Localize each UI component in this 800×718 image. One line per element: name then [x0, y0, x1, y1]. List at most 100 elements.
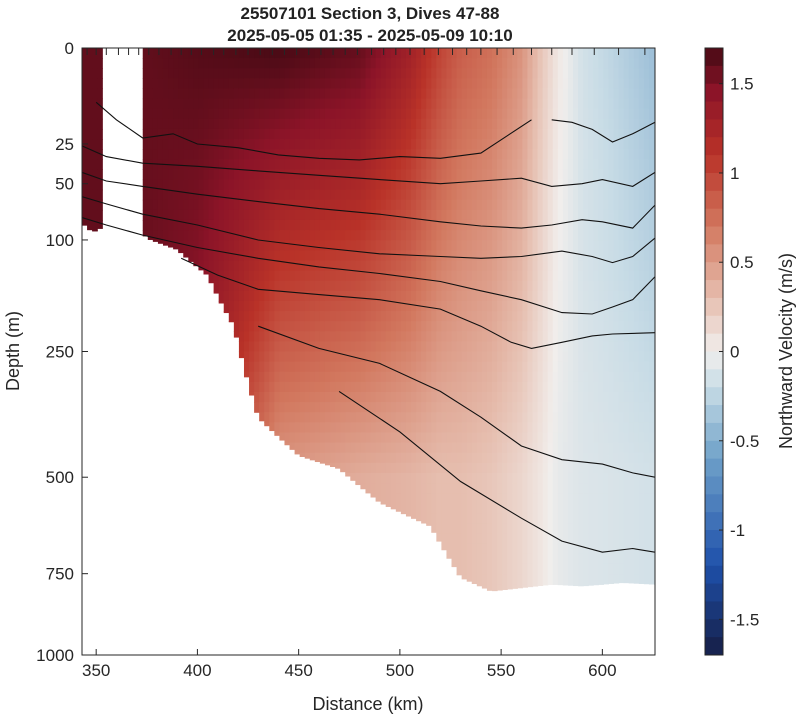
- velocity-cell: [264, 128, 270, 140]
- velocity-cell: [335, 321, 341, 332]
- velocity-cell: [456, 422, 463, 434]
- velocity-cell: [633, 88, 640, 100]
- velocity-cell: [385, 98, 392, 110]
- velocity-cell: [198, 159, 205, 170]
- velocity-cell: [416, 483, 422, 494]
- velocity-cell: [319, 300, 326, 312]
- velocity-cell: [431, 442, 437, 454]
- velocity-cell: [492, 230, 498, 241]
- velocity-cell: [254, 128, 260, 140]
- velocity-cell: [188, 108, 194, 120]
- velocity-cell: [335, 361, 341, 373]
- velocity-cell: [411, 321, 417, 332]
- velocity-cell: [319, 452, 326, 464]
- velocity-cell: [400, 300, 407, 312]
- velocity-cell: [593, 462, 599, 474]
- velocity-cell: [628, 331, 635, 342]
- velocity-cell: [542, 381, 549, 393]
- velocity-cell: [82, 108, 88, 120]
- velocity-cell: [365, 159, 372, 170]
- velocity-cell: [517, 371, 523, 383]
- velocity-cell: [573, 483, 579, 494]
- velocity-cell: [608, 472, 615, 484]
- velocity-cell: [264, 98, 270, 110]
- velocity-cell: [279, 230, 286, 241]
- velocity-cell: [421, 128, 427, 140]
- velocity-cell: [416, 311, 422, 322]
- velocity-cell: [532, 503, 539, 514]
- velocity-cell: [588, 230, 594, 241]
- velocity-cell: [653, 563, 655, 575]
- velocity-cell: [618, 118, 625, 130]
- velocity-cell: [593, 250, 599, 262]
- colorbar-swatch: [705, 512, 723, 531]
- velocity-cell: [395, 230, 402, 241]
- velocity-cell: [345, 118, 351, 130]
- velocity-cell: [522, 371, 529, 383]
- velocity-cell: [345, 250, 351, 262]
- velocity-cell: [223, 270, 230, 282]
- velocity-cell: [162, 219, 169, 231]
- velocity-cell: [502, 432, 508, 444]
- velocity-cell: [411, 189, 417, 201]
- velocity-cell: [421, 68, 427, 79]
- velocity-cell: [355, 250, 361, 262]
- velocity-cell: [314, 189, 321, 201]
- velocity-cell: [152, 48, 159, 59]
- velocity-cell: [573, 402, 579, 413]
- velocity-cell: [249, 290, 255, 302]
- velocity-cell: [289, 361, 296, 373]
- velocity-cell: [411, 290, 417, 302]
- velocity-cell: [446, 472, 453, 484]
- velocity-cell: [466, 493, 473, 504]
- velocity-cell: [497, 402, 503, 413]
- velocity-cell: [567, 219, 574, 231]
- velocity-cell: [466, 139, 473, 150]
- velocity-cell: [628, 209, 635, 221]
- velocity-cell: [284, 139, 291, 150]
- velocity-cell: [648, 311, 655, 322]
- velocity-cell: [633, 422, 640, 434]
- velocity-cell: [340, 78, 346, 90]
- velocity-cell: [618, 574, 625, 584]
- velocity-cell: [431, 88, 437, 100]
- velocity-cell: [375, 58, 382, 69]
- velocity-cell: [562, 462, 569, 474]
- velocity-cell: [461, 553, 468, 565]
- velocity-cell: [390, 199, 397, 211]
- velocity-cell: [390, 179, 397, 191]
- velocity-cell: [254, 78, 260, 90]
- velocity-cell: [547, 169, 554, 181]
- velocity-cell: [481, 523, 488, 535]
- velocity-cell: [502, 422, 508, 434]
- velocity-cell: [486, 432, 493, 444]
- velocity-cell: [365, 432, 372, 444]
- velocity-cell: [446, 139, 453, 150]
- velocity-cell: [441, 169, 448, 181]
- velocity-cell: [319, 199, 326, 211]
- velocity-cell: [638, 290, 645, 302]
- velocity-cell: [441, 432, 448, 444]
- velocity-cell: [416, 341, 422, 353]
- velocity-cell: [573, 361, 579, 373]
- velocity-cell: [471, 452, 478, 464]
- velocity-cell: [400, 452, 407, 464]
- velocity-cell: [623, 462, 630, 474]
- velocity-cell: [618, 169, 625, 181]
- velocity-cell: [233, 108, 240, 120]
- velocity-cell: [370, 432, 377, 444]
- velocity-cell: [395, 503, 402, 512]
- velocity-cell: [249, 118, 255, 130]
- velocity-cell: [542, 118, 549, 130]
- velocity-cell: [557, 270, 564, 282]
- velocity-cell: [238, 290, 245, 302]
- velocity-cell: [335, 230, 341, 241]
- velocity-cell: [304, 48, 311, 59]
- velocity-cell: [436, 290, 442, 302]
- velocity-cell: [608, 402, 615, 413]
- velocity-cell: [82, 128, 88, 140]
- velocity-cell: [481, 412, 488, 423]
- isopycnal-contours: [82, 101, 655, 553]
- velocity-cell: [522, 68, 529, 79]
- velocity-cell: [613, 321, 620, 332]
